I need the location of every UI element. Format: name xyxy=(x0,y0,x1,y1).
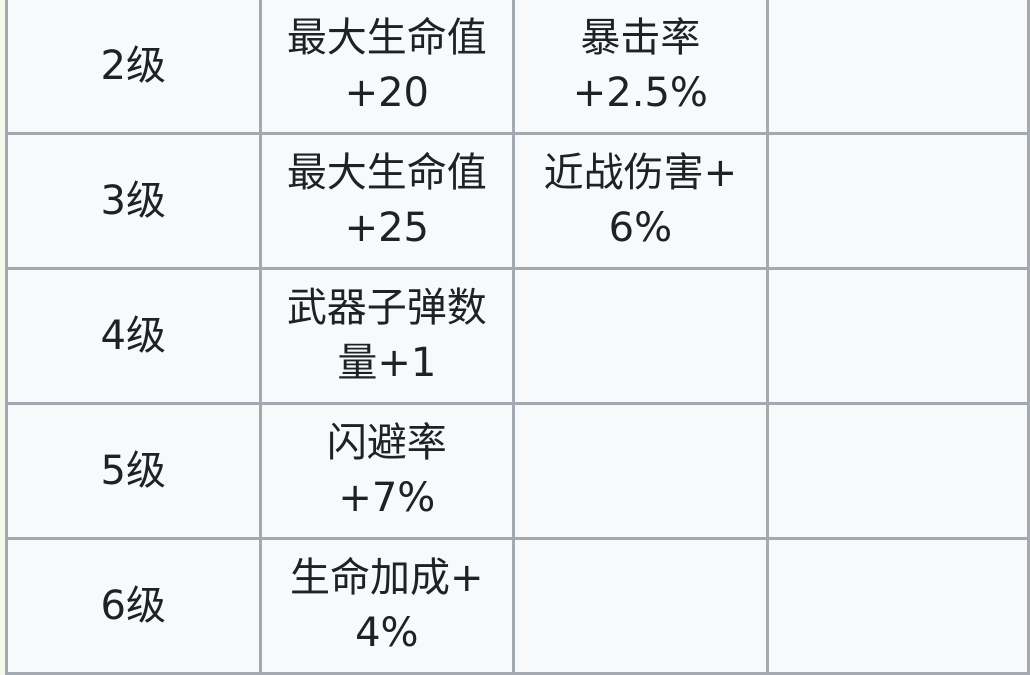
cell-text: 生命加成+4% xyxy=(290,555,484,656)
bonus-cell xyxy=(512,402,769,540)
bonus-cell xyxy=(765,132,1030,270)
bonus-cell: 武器子弹数量+1 xyxy=(258,267,516,405)
table-row: 6级 生命加成+4% xyxy=(5,537,1030,675)
level-cell: 3级 xyxy=(5,132,262,270)
bonus-cell xyxy=(765,537,1030,675)
cell-text: 最大生命值+25 xyxy=(286,150,487,251)
cell-text: 武器子弹数量+1 xyxy=(286,285,487,386)
bonus-cell: 最大生命值+25 xyxy=(258,132,516,270)
cell-text: 近战伤害+6% xyxy=(543,150,738,251)
level-cell: 4级 xyxy=(5,267,262,405)
bonus-cell xyxy=(512,537,769,675)
cell-text: 暴击率+2.5% xyxy=(572,15,708,116)
bonus-cell xyxy=(765,402,1030,540)
level-cell: 6级 xyxy=(5,537,262,675)
level-cell: 2级 xyxy=(5,0,262,135)
bonus-cell: 生命加成+4% xyxy=(258,537,516,675)
bonus-cell xyxy=(512,267,769,405)
cell-text: 6级 xyxy=(100,582,166,629)
level-bonus-table: 2级 最大生命值+20 暴击率+2.5% 3级 最大生命值+25 近战伤害+6% 4级 武器子… xyxy=(5,0,1030,675)
cell-text: 2级 xyxy=(100,42,166,89)
level-cell: 5级 xyxy=(5,402,262,540)
cell-text: 闪避率+7% xyxy=(326,420,447,521)
cell-text: 最大生命值+20 xyxy=(286,15,487,116)
bonus-cell xyxy=(765,0,1030,135)
table-row: 2级 最大生命值+20 暴击率+2.5% xyxy=(5,0,1030,135)
bonus-cell xyxy=(765,267,1030,405)
bonus-cell: 闪避率+7% xyxy=(258,402,516,540)
bonus-cell: 暴击率+2.5% xyxy=(512,0,769,135)
cell-text: 4级 xyxy=(100,312,166,359)
table-row: 5级 闪避率+7% xyxy=(5,402,1030,540)
cell-text: 5级 xyxy=(100,447,166,494)
table-row: 4级 武器子弹数量+1 xyxy=(5,267,1030,405)
bonus-cell: 最大生命值+20 xyxy=(258,0,516,135)
cell-text: 3级 xyxy=(100,177,166,224)
table-row: 3级 最大生命值+25 近战伤害+6% xyxy=(5,132,1030,270)
bonus-cell: 近战伤害+6% xyxy=(512,132,769,270)
